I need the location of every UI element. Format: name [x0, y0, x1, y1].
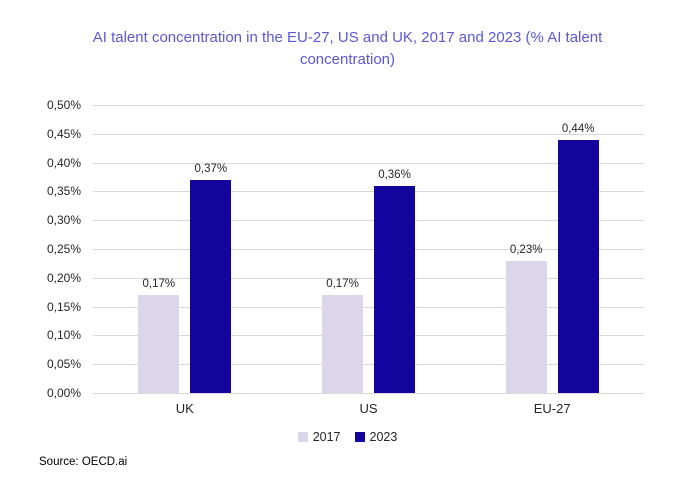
bar-2017-US: [322, 295, 363, 393]
x-category-label-US: US: [359, 401, 378, 416]
y-tick-label: 0,10%: [46, 328, 81, 343]
plot-area: 0,17% 0,37% 0,17% 0,36% 0,23% 0,44%: [93, 105, 644, 394]
legend-label: 2023: [369, 430, 398, 444]
gridline: [93, 133, 644, 135]
y-tick-label: 0,05%: [46, 357, 81, 372]
y-tick-label: 0,20%: [46, 270, 81, 285]
bar-value-label: 0,17%: [326, 278, 359, 291]
y-axis: 0,00% 0,05% 0,10% 0,15% 0,20% 0,25% 0,30% 0,35%…: [0, 98, 81, 400]
x-axis: UK US EU-27: [93, 401, 644, 421]
gridline: [93, 249, 644, 250]
legend-swatch-2017: [297, 432, 308, 442]
bar-2017-EU-27: [505, 260, 547, 393]
y-tick-label: 0,45%: [46, 126, 81, 141]
bar-value-label: 0,36%: [378, 168, 411, 181]
y-tick-label: 0,50%: [46, 98, 81, 112]
gridline: [93, 220, 644, 222]
bar-2023-UK: [190, 179, 232, 393]
bar-2023-EU-27: [557, 139, 599, 393]
bar-value-label: 0,23%: [509, 243, 543, 256]
x-category-label-EU-27: EU-27: [533, 401, 571, 416]
gridline: [93, 364, 644, 366]
x-axis-line: [93, 393, 644, 394]
bar-2023-US: [374, 185, 415, 393]
gridline: [93, 191, 644, 193]
legend-swatch-2023: [354, 432, 365, 442]
legend-label: 2017: [312, 430, 341, 444]
y-tick-label: 0,00%: [46, 386, 81, 400]
y-tick-label: 0,15%: [46, 299, 81, 314]
gridline: [93, 335, 644, 337]
legend-item-2017: 2017: [297, 430, 341, 444]
bar-2017-UK: [138, 295, 180, 393]
gridline: [93, 277, 644, 279]
gridline: [93, 306, 644, 308]
gridline: [93, 162, 644, 164]
bar-value-label: 0,17%: [142, 278, 176, 291]
chart-title: AI talent concentration in the EU-27, US…: [92, 29, 603, 68]
gridline: [93, 105, 644, 106]
bar-value-label: 0,37%: [194, 162, 228, 175]
y-tick-label: 0,30%: [46, 213, 81, 228]
source-note: Source: OECD.ai: [39, 456, 128, 468]
y-tick-label: 0,40%: [46, 155, 81, 170]
bar-value-label: 0,44%: [561, 122, 595, 135]
y-tick-label: 0,25%: [46, 242, 81, 256]
legend: 2017 2023: [0, 430, 695, 444]
x-category-label-UK: UK: [175, 401, 194, 416]
y-tick-label: 0,35%: [46, 184, 81, 199]
legend-item-2023: 2023: [354, 430, 398, 444]
